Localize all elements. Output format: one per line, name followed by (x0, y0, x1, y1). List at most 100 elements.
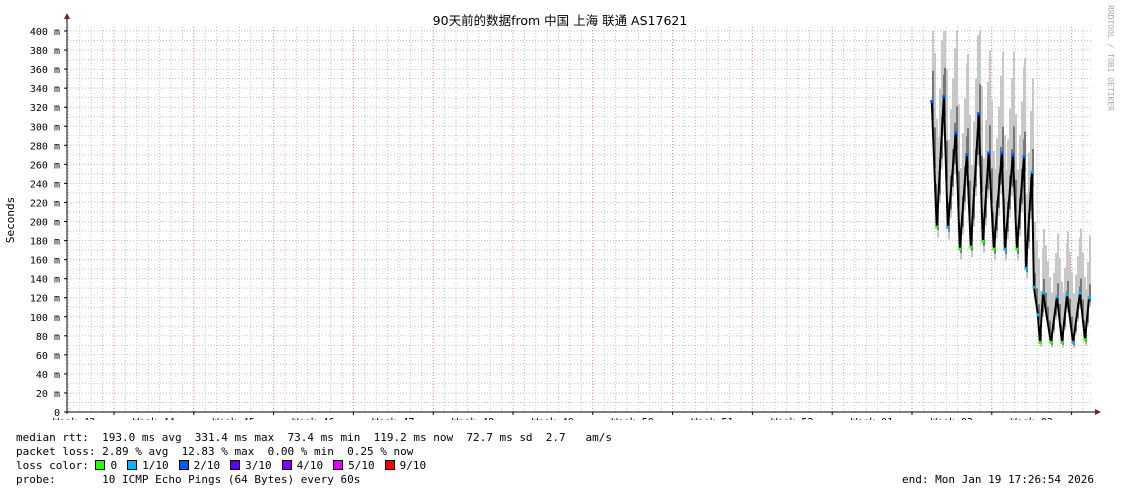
loss-color-label: 3/10 (245, 459, 272, 472)
chart-title: 90天前的数据from 中国 上海 联通 AS17621 (433, 13, 688, 28)
chart-svg: 0 20 m 40 m 60 m 80 m 100 m 120 m 140 m 160 m 180… (4, 5, 1115, 420)
y-tick-label: 180 m (30, 237, 60, 248)
smoke-segment (1089, 235, 1091, 308)
y-tick-label: 360 m (30, 65, 60, 76)
smoke-segment (1075, 274, 1077, 335)
median-point (1036, 313, 1040, 317)
median-point (1030, 170, 1034, 174)
median-point (987, 151, 991, 155)
smoke-segment (1011, 78, 1013, 196)
median-point (1038, 340, 1042, 344)
packet-loss-stats: packet loss: 2.89 % avg 12.83 % max 0.00… (16, 445, 414, 458)
smoke-segment (1055, 252, 1057, 320)
smoke-segment (981, 86, 983, 202)
loss-color-item: 4/10 (281, 459, 323, 472)
x-tick-label: Week 43 (53, 417, 95, 420)
y-tick-label: 400 m (30, 27, 60, 38)
smoke-segment (1051, 292, 1053, 348)
median-point (946, 225, 950, 229)
x-tick-label: Week 48 (452, 417, 494, 420)
median-point (942, 95, 946, 99)
y-tick-label: 260 m (30, 160, 60, 171)
median-point (1011, 153, 1015, 157)
median-point (935, 225, 939, 229)
smoke-core (1069, 298, 1071, 315)
median-line (930, 95, 1091, 344)
y-tick-label: 320 m (30, 103, 60, 114)
smoke-segment (934, 53, 936, 179)
loss-color-item: 5/10 (333, 459, 375, 472)
y-tick-label: 100 m (30, 313, 60, 324)
smoke-segment (977, 35, 979, 166)
smoke-segment (1053, 272, 1055, 334)
loss-color-swatch (384, 460, 395, 470)
axes: 0 20 m 40 m 60 m 80 m 100 m 120 m 140 m 160 m 180… (30, 13, 1101, 420)
median-point (954, 131, 958, 135)
loss-color-item: 2/10 (178, 459, 221, 472)
smoke-segment (1002, 52, 1004, 178)
x-tick-label: Week 01 (851, 417, 893, 420)
median-point (1032, 285, 1036, 289)
smoke-segment (975, 78, 977, 197)
x-tick-label: Week 52 (771, 417, 813, 420)
smoke-segment (1067, 231, 1069, 305)
y-tick-label: 120 m (30, 294, 60, 305)
smoke-core (1049, 320, 1051, 334)
smoke-segment (1015, 113, 1017, 222)
smoke-segment (1062, 292, 1064, 348)
smoke-core (1034, 272, 1036, 293)
loss-color-item: 1/10 (127, 459, 169, 472)
smoke-core (1071, 316, 1073, 331)
loss-color-label: 5/10 (348, 459, 375, 472)
y-tick-label: 80 m (36, 332, 60, 343)
y-tick-label: 200 m (30, 218, 60, 229)
smoke-segment (1073, 292, 1075, 348)
loss-color-swatch (127, 460, 138, 470)
smoke-core (946, 140, 948, 180)
median-point (1078, 291, 1082, 295)
smoke-segment (956, 31, 958, 161)
smoke-segment (998, 106, 1000, 217)
probe-info: probe: 10 ICMP Echo Pings (64 Bytes) eve… (16, 473, 361, 486)
y-tick-label: 60 m (36, 351, 60, 362)
median-point (1083, 338, 1087, 342)
smoke-segment (1085, 289, 1087, 346)
y-tick-label: 340 m (30, 84, 60, 95)
smoke-core (1024, 131, 1026, 172)
x-tick-label: Week 44 (133, 417, 175, 420)
smoke-segment (1071, 272, 1073, 334)
smoke-segment (1059, 257, 1061, 324)
loss-color-label: 1/10 (142, 459, 169, 472)
smoke-segment (1057, 234, 1059, 307)
smoke-segment (1082, 252, 1084, 320)
smoke-segment (1013, 51, 1015, 178)
median-point (958, 247, 962, 251)
y-tick-label: 160 m (30, 256, 60, 267)
smoke-core (1059, 303, 1061, 320)
smoke-segment (1049, 277, 1051, 337)
median-point (1065, 293, 1069, 297)
smoke-core (944, 67, 946, 117)
smoke-segment (1034, 221, 1036, 298)
smoke-segment (1000, 75, 1002, 195)
x-tick-label: Week 46 (292, 417, 334, 420)
smoke-segment (1032, 78, 1034, 197)
y-tick-label: 240 m (30, 179, 60, 190)
smoke-segment (987, 81, 989, 199)
loss-color-swatch (178, 460, 189, 470)
smoke-core (981, 155, 983, 193)
smoke-core (958, 171, 960, 206)
smoke-core (1043, 278, 1045, 298)
smoke-segment (996, 137, 998, 239)
smoke-segment (1009, 108, 1011, 218)
loss-color-item: 0 (95, 459, 117, 472)
median-point (1049, 340, 1053, 344)
loss-color-label: 2/10 (193, 459, 221, 472)
smoke-core (969, 180, 971, 214)
smoke-core (1080, 278, 1082, 298)
x-tick-label: Week 50 (612, 417, 654, 420)
smoke-segment (967, 54, 969, 179)
smoke-segment (946, 68, 948, 190)
loss-color-swatch (230, 460, 241, 470)
loss-color-label: 9/10 (399, 459, 427, 472)
